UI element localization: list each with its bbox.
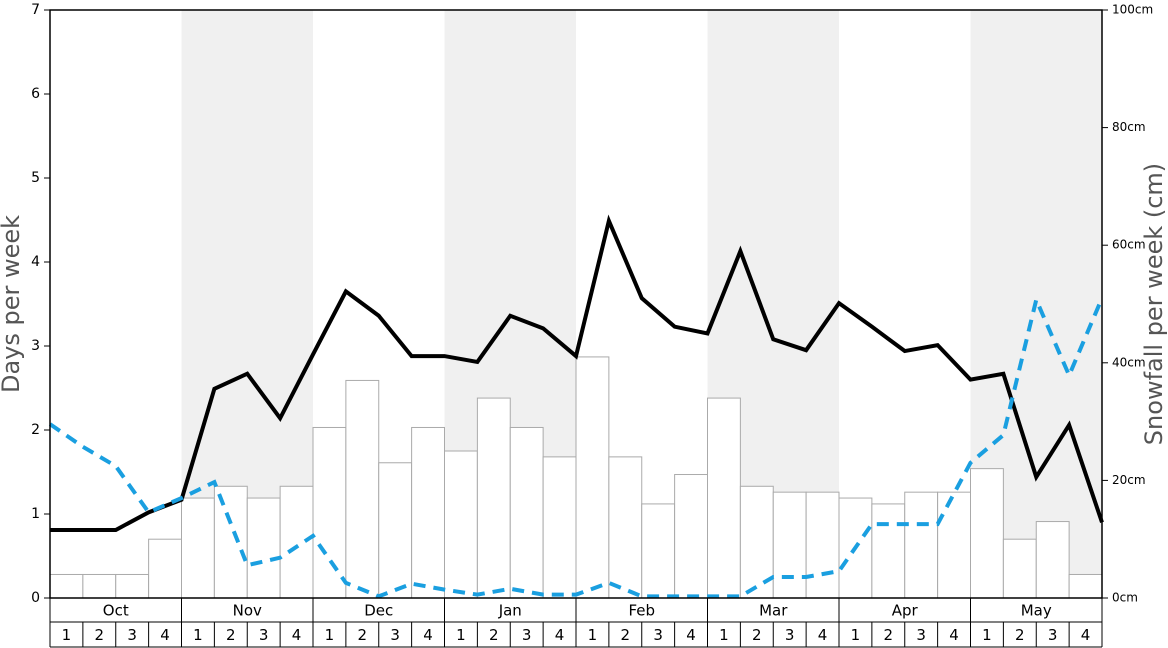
x-tick-label: 1: [62, 626, 72, 644]
x-tick-label: 2: [358, 626, 368, 644]
bar: [49, 573, 84, 599]
x-tick-label: 4: [818, 626, 828, 644]
bar: [1002, 538, 1037, 599]
x-tick-label: 3: [522, 626, 532, 644]
bar: [509, 426, 544, 599]
bar: [575, 356, 610, 599]
bar: [805, 491, 840, 599]
x-tick-label: 3: [653, 626, 663, 644]
bar: [82, 573, 117, 599]
bar: [312, 426, 347, 599]
bar: [542, 456, 577, 599]
month-label: Dec: [364, 602, 393, 620]
x-tick-label: 2: [226, 626, 236, 644]
x-tick-label: 1: [456, 626, 466, 644]
x-tick-label: 4: [160, 626, 170, 644]
bar: [1035, 521, 1070, 599]
y-axis-label: Days per week: [0, 215, 25, 393]
x-tick-label: 3: [916, 626, 926, 644]
bar: [476, 397, 511, 599]
y2-tick-label: 60cm: [1112, 238, 1146, 252]
bar: [345, 379, 380, 599]
month-label: Apr: [892, 602, 919, 620]
x-tick-label: 4: [292, 626, 302, 644]
x-tick-label: 4: [423, 626, 433, 644]
bar: [246, 497, 281, 599]
y-tick-label: 3: [31, 338, 40, 354]
x-tick-label: 3: [127, 626, 137, 644]
x-tick-label: 2: [884, 626, 894, 644]
x-tick-label: 1: [325, 626, 335, 644]
x-tick-label: 3: [785, 626, 795, 644]
bar: [608, 456, 643, 599]
x-tick-label: 4: [949, 626, 959, 644]
y-tick-label: 1: [31, 506, 40, 522]
bar: [707, 397, 741, 599]
y2-tick-label: 20cm: [1112, 473, 1146, 487]
y-tick-label: 7: [31, 2, 40, 18]
bar: [970, 468, 1004, 599]
x-tick-label: 3: [259, 626, 269, 644]
x-tick-label: 2: [489, 626, 499, 644]
bar: [871, 503, 906, 599]
line: [50, 214, 1104, 532]
bar: [904, 491, 939, 599]
x-tick-label: 1: [588, 626, 598, 644]
bar: [279, 485, 314, 599]
bar: [411, 426, 445, 599]
month-label: May: [1021, 602, 1052, 620]
bar: [115, 573, 150, 599]
x-tick-label: 3: [390, 626, 400, 644]
x-tick-label: 2: [621, 626, 631, 644]
x-tick-label: 4: [686, 626, 696, 644]
y2-tick-label: 80cm: [1112, 120, 1146, 134]
y2-axis-label: Snowfall per week (cm): [1140, 163, 1168, 445]
month-label: Jan: [498, 602, 522, 620]
line: [48, 293, 1104, 599]
x-tick-label: 2: [752, 626, 762, 644]
month-label: Nov: [233, 602, 262, 620]
bar: [378, 462, 413, 599]
y-tick-label: 0: [31, 590, 40, 606]
bar: [674, 474, 708, 599]
x-tick-label: 1: [193, 626, 203, 644]
x-tick-label: 4: [1081, 626, 1091, 644]
x-tick-label: 1: [719, 626, 729, 644]
bar: [213, 485, 248, 599]
bar: [444, 450, 478, 599]
month-label: Feb: [628, 602, 655, 620]
y-tick-label: 4: [31, 254, 40, 270]
y2-tick-label: 0cm: [1112, 591, 1138, 605]
x-tick-label: 4: [555, 626, 565, 644]
x-tick-label: 2: [95, 626, 105, 644]
y2-tick-label: 100cm: [1112, 3, 1153, 17]
bar: [641, 503, 676, 599]
x-tick-label: 1: [851, 626, 861, 644]
month-label: Mar: [759, 602, 788, 620]
bar: [181, 497, 215, 599]
y-tick-label: 5: [31, 170, 40, 186]
y2-tick-label: 40cm: [1112, 355, 1146, 369]
bar: [772, 491, 807, 599]
x-tick-label: 1: [982, 626, 992, 644]
bar: [937, 491, 971, 599]
y-tick-label: 6: [31, 86, 40, 102]
x-tick-label: 3: [1048, 626, 1058, 644]
bar: [1068, 573, 1103, 599]
y-tick-label: 2: [31, 422, 40, 438]
month-label: Oct: [103, 602, 129, 620]
bar: [148, 538, 182, 599]
x-tick-label: 2: [1015, 626, 1025, 644]
